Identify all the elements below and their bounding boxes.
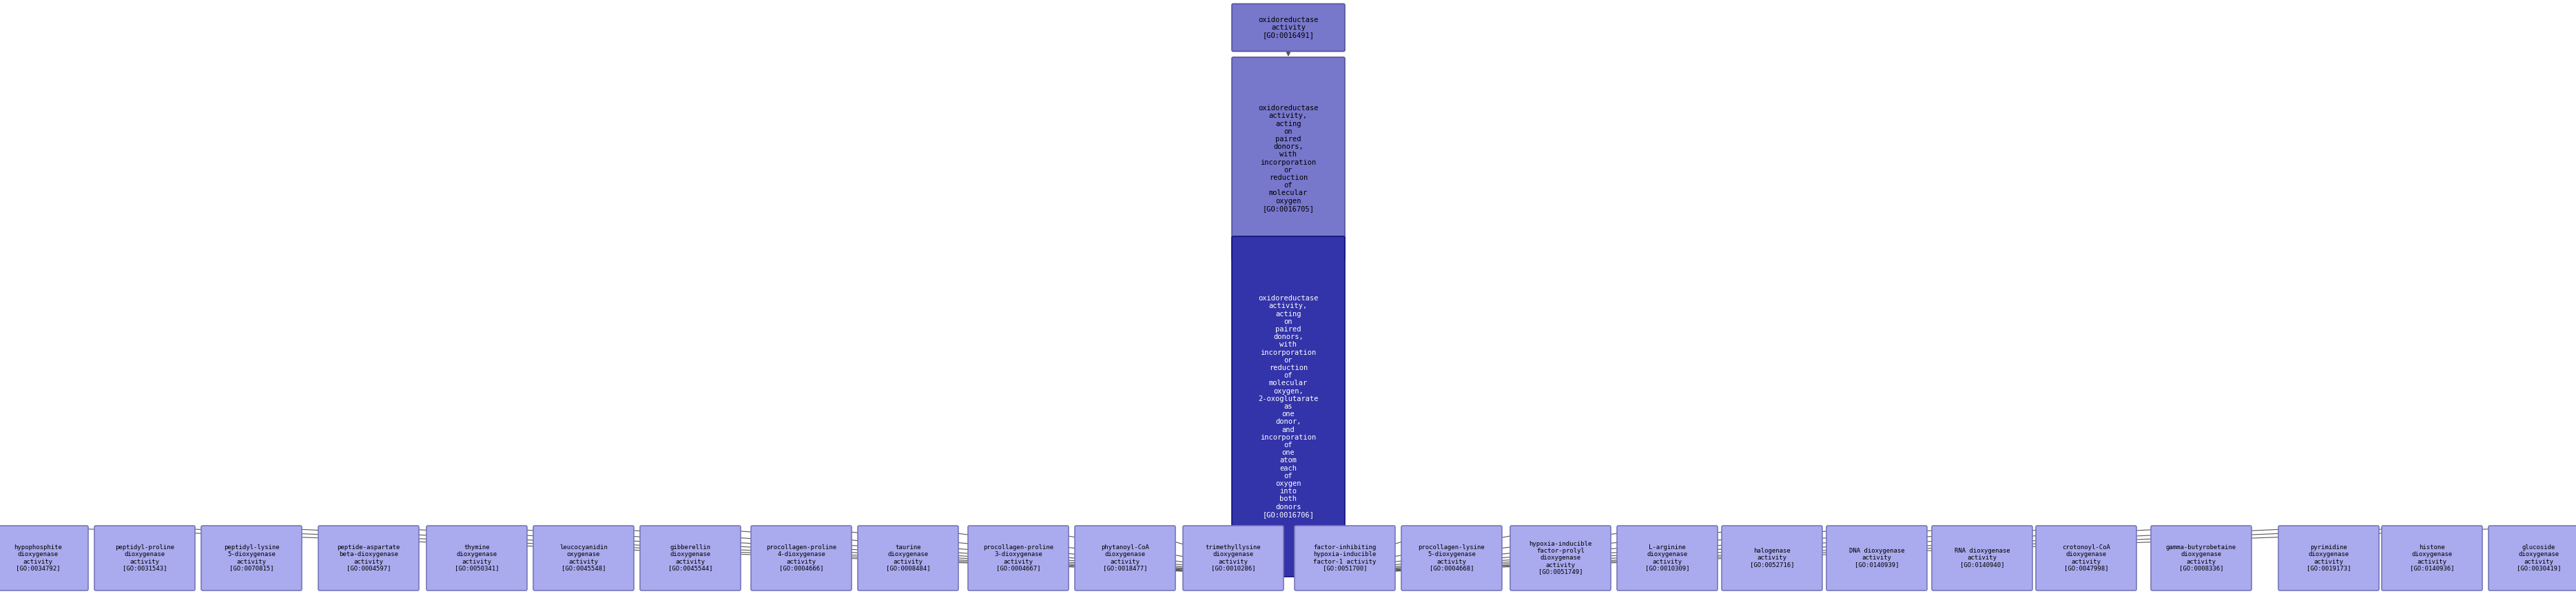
Text: procollagen-proline
3-dioxygenase
activity
[GO:0004667]: procollagen-proline 3-dioxygenase activi… <box>984 545 1054 572</box>
FancyBboxPatch shape <box>0 526 88 591</box>
FancyBboxPatch shape <box>1074 526 1175 591</box>
Text: L-arginine
dioxygenase
activity
[GO:0010309]: L-arginine dioxygenase activity [GO:0010… <box>1646 545 1690 572</box>
Text: phytanoyl-CoA
dioxygenase
activity
[GO:0018477]: phytanoyl-CoA dioxygenase activity [GO:0… <box>1100 545 1149 572</box>
Text: hypophosphite
dioxygenase
activity
[GO:0034792]: hypophosphite dioxygenase activity [GO:0… <box>13 545 62 572</box>
Text: hypoxia-inducible
factor-prolyl
dioxygenase
activity
[GO:0051749]: hypoxia-inducible factor-prolyl dioxygen… <box>1530 541 1592 575</box>
FancyBboxPatch shape <box>1231 57 1345 260</box>
FancyBboxPatch shape <box>533 526 634 591</box>
FancyBboxPatch shape <box>95 526 196 591</box>
FancyBboxPatch shape <box>1932 526 2032 591</box>
FancyBboxPatch shape <box>752 526 853 591</box>
FancyBboxPatch shape <box>969 526 1069 591</box>
FancyBboxPatch shape <box>2035 526 2136 591</box>
Text: peptidyl-proline
dioxygenase
activity
[GO:0031543]: peptidyl-proline dioxygenase activity [G… <box>116 545 175 572</box>
FancyBboxPatch shape <box>1721 526 1821 591</box>
FancyBboxPatch shape <box>2383 526 2483 591</box>
Text: trimethyllysine
dioxygenase
activity
[GO:0010286]: trimethyllysine dioxygenase activity [GO… <box>1206 545 1262 572</box>
Text: crotonoyl-CoA
dioxygenase
activity
[GO:0047998]: crotonoyl-CoA dioxygenase activity [GO:0… <box>2061 545 2110 572</box>
Text: peptide-aspartate
beta-dioxygenase
activity
[GO:0004597]: peptide-aspartate beta-dioxygenase activ… <box>337 545 399 572</box>
FancyBboxPatch shape <box>2277 526 2380 591</box>
FancyBboxPatch shape <box>1826 526 1927 591</box>
FancyBboxPatch shape <box>1618 526 1718 591</box>
FancyBboxPatch shape <box>1231 4 1345 51</box>
Text: peptidyl-lysine
5-dioxygenase
activity
[GO:0070815]: peptidyl-lysine 5-dioxygenase activity [… <box>224 545 278 572</box>
Text: histone
dioxygenase
activity
[GO:0140936]: histone dioxygenase activity [GO:0140936… <box>2409 545 2455 572</box>
Text: thymine
dioxygenase
activity
[GO:0050341]: thymine dioxygenase activity [GO:0050341… <box>453 545 500 572</box>
Text: glucoside
dioxygenase
activity
[GO:0030419]: glucoside dioxygenase activity [GO:00304… <box>2517 545 2561 572</box>
FancyBboxPatch shape <box>639 526 742 591</box>
Text: gibberellin
dioxygenase
activity
[GO:0045544]: gibberellin dioxygenase activity [GO:004… <box>667 545 714 572</box>
Text: oxidoreductase
activity,
acting
on
paired
donors,
with
incorporation
or
reductio: oxidoreductase activity, acting on paire… <box>1257 295 1319 518</box>
Text: oxidoreductase
activity
[GO:0016491]: oxidoreductase activity [GO:0016491] <box>1257 17 1319 39</box>
FancyBboxPatch shape <box>2151 526 2251 591</box>
FancyBboxPatch shape <box>201 526 301 591</box>
FancyBboxPatch shape <box>2488 526 2576 591</box>
Text: taurine
dioxygenase
activity
[GO:0008484]: taurine dioxygenase activity [GO:0008484… <box>886 545 930 572</box>
Text: gamma-butyrobetaine
dioxygenase
activity
[GO:0008336]: gamma-butyrobetaine dioxygenase activity… <box>2166 545 2236 572</box>
FancyBboxPatch shape <box>319 526 420 591</box>
FancyBboxPatch shape <box>1296 526 1396 591</box>
FancyBboxPatch shape <box>1231 237 1345 577</box>
Text: leucocyanidin
oxygenase
activity
[GO:0045548]: leucocyanidin oxygenase activity [GO:004… <box>559 545 608 572</box>
Text: factor-inhibiting
hypoxia-inducible
factor-1 activity
[GO:0051700]: factor-inhibiting hypoxia-inducible fact… <box>1314 545 1376 572</box>
Text: procollagen-proline
4-dioxygenase
activity
[GO:0004666]: procollagen-proline 4-dioxygenase activi… <box>765 545 837 572</box>
Text: DNA dioxygenase
activity
[GO:0140939]: DNA dioxygenase activity [GO:0140939] <box>1850 548 1904 568</box>
FancyBboxPatch shape <box>1510 526 1610 591</box>
Text: procollagen-lysine
5-dioxygenase
activity
[GO:0004668]: procollagen-lysine 5-dioxygenase activit… <box>1419 545 1484 572</box>
Text: RNA dioxygenase
activity
[GO:0140940]: RNA dioxygenase activity [GO:0140940] <box>1955 548 2009 568</box>
Text: oxidoreductase
activity,
acting
on
paired
donors,
with
incorporation
or
reductio: oxidoreductase activity, acting on paire… <box>1257 105 1319 212</box>
FancyBboxPatch shape <box>858 526 958 591</box>
Text: halogenase
activity
[GO:0052716]: halogenase activity [GO:0052716] <box>1749 548 1795 568</box>
FancyBboxPatch shape <box>428 526 528 591</box>
FancyBboxPatch shape <box>1182 526 1283 591</box>
FancyBboxPatch shape <box>1401 526 1502 591</box>
Text: pyrimidine
dioxygenase
activity
[GO:0019173]: pyrimidine dioxygenase activity [GO:0019… <box>2306 545 2352 572</box>
